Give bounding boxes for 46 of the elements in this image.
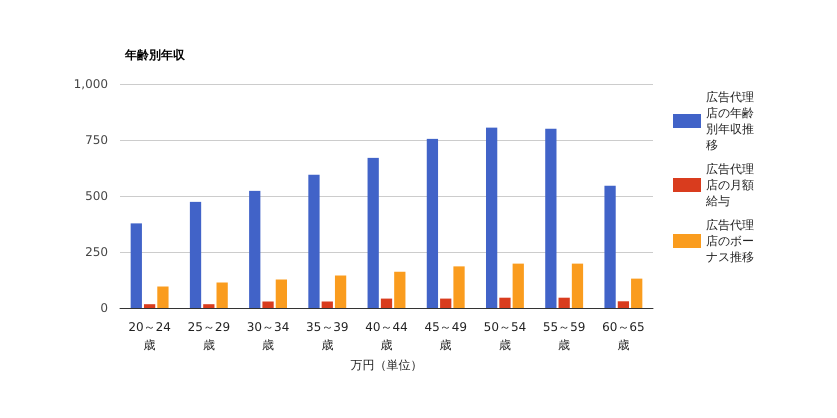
bar [394, 272, 406, 308]
x-tick-label: 50～54歳 [484, 320, 526, 352]
y-tick-label: 1,000 [74, 77, 108, 91]
bar [130, 223, 142, 308]
bar [322, 302, 333, 308]
bar [545, 128, 556, 308]
x-axis-title: 万円（単位） [350, 358, 422, 372]
x-tick-label: 55～59歳 [542, 320, 586, 352]
legend-label: 広告代理店の年齢別年収推移 [706, 90, 754, 152]
bar [631, 278, 642, 308]
bar [249, 190, 260, 308]
bar [368, 158, 379, 308]
bar [572, 264, 584, 308]
bar [426, 138, 438, 308]
bar [334, 276, 346, 308]
y-tick-label: 500 [85, 189, 108, 203]
y-tick-label: 250 [85, 245, 108, 259]
bar [618, 301, 630, 308]
x-tick-label: 60～65歳 [602, 320, 645, 352]
bar [262, 302, 274, 308]
y-tick-label: 0 [100, 301, 108, 315]
bar [190, 202, 202, 308]
bar [453, 266, 465, 308]
x-tick-label: 20～24歳 [128, 320, 171, 352]
bar [308, 174, 320, 308]
bar [203, 304, 214, 308]
bar [157, 286, 169, 308]
legend-label: 広告代理店の月額給与 [705, 162, 754, 208]
bar [486, 128, 498, 308]
bar [216, 282, 228, 308]
bar [558, 298, 570, 308]
bar [440, 298, 452, 308]
x-tick-label: 25～29歳 [188, 320, 230, 352]
bar [512, 264, 524, 308]
bar [499, 298, 511, 308]
bar [604, 186, 616, 308]
legend-label: 広告代理店のボーナス推移 [706, 218, 754, 264]
bar [276, 280, 288, 308]
x-tick-label: 35～39歳 [306, 320, 349, 352]
chart-title: 年齢別年収 [124, 48, 186, 62]
bar [144, 304, 156, 308]
x-tick-label: 45～49歳 [424, 320, 467, 352]
x-tick-label: 40～44歳 [365, 320, 408, 352]
x-tick-label: 30～34歳 [246, 320, 290, 352]
bar [380, 298, 392, 308]
y-tick-label: 750 [85, 133, 108, 147]
